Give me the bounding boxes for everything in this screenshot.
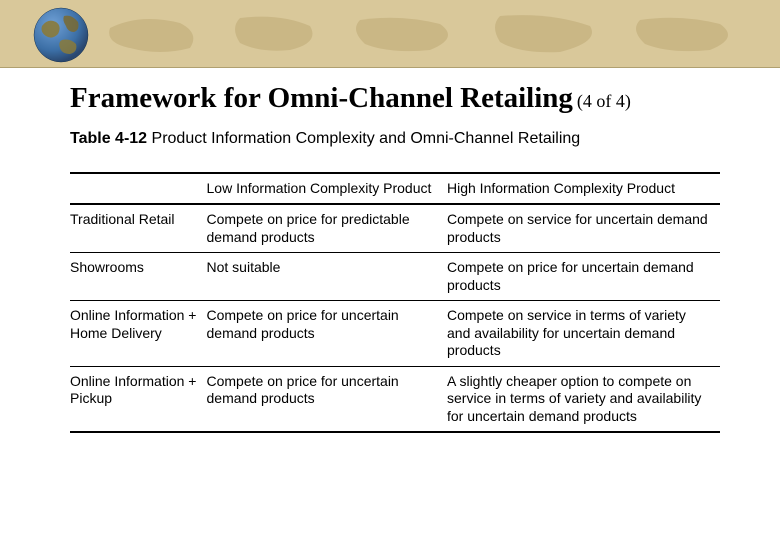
cell-high: Compete on service in terms of variety a… [447, 301, 720, 367]
table-row: Online Information + Pickup Compete on p… [70, 366, 720, 432]
table-caption: Table 4-12 Product Information Complexit… [70, 129, 720, 150]
header-blank [70, 173, 207, 205]
cell-low: Compete on price for uncertain demand pr… [207, 301, 448, 367]
cell-high: A slightly cheaper option to compete on … [447, 366, 720, 432]
caption-label: Table 4-12 [70, 130, 147, 147]
rowhead: Traditional Retail [70, 204, 207, 253]
title-suffix: (4 of 4) [577, 91, 631, 111]
cell-low: Compete on price for uncertain demand pr… [207, 366, 448, 432]
header-band [0, 0, 780, 68]
rowhead: Showrooms [70, 253, 207, 301]
cell-high: Compete on service for uncertain demand … [447, 204, 720, 253]
cell-high: Compete on price for uncertain demand pr… [447, 253, 720, 301]
globe-icon [32, 6, 90, 69]
complexity-table: Low Information Complexity Product High … [70, 172, 720, 434]
header-low: Low Information Complexity Product [207, 173, 448, 205]
rowhead: Online Information + Home Delivery [70, 301, 207, 367]
rowhead: Online Information + Pickup [70, 366, 207, 432]
caption-text: Product Information Complexity and Omni-… [147, 130, 580, 147]
table-row: Showrooms Not suitable Compete on price … [70, 253, 720, 301]
table-row: Traditional Retail Compete on price for … [70, 204, 720, 253]
header-high: High Information Complexity Product [447, 173, 720, 205]
cell-low: Not suitable [207, 253, 448, 301]
title-main: Framework for Omni-Channel Retailing [70, 82, 573, 114]
cell-low: Compete on price for predictable demand … [207, 204, 448, 253]
table-row: Online Information + Home Delivery Compe… [70, 301, 720, 367]
table-header-row: Low Information Complexity Product High … [70, 173, 720, 205]
page-title: Framework for Omni-Channel Retailing (4 … [70, 82, 720, 115]
map-watermark [100, 8, 780, 58]
slide-content: Framework for Omni-Channel Retailing (4 … [0, 68, 780, 433]
